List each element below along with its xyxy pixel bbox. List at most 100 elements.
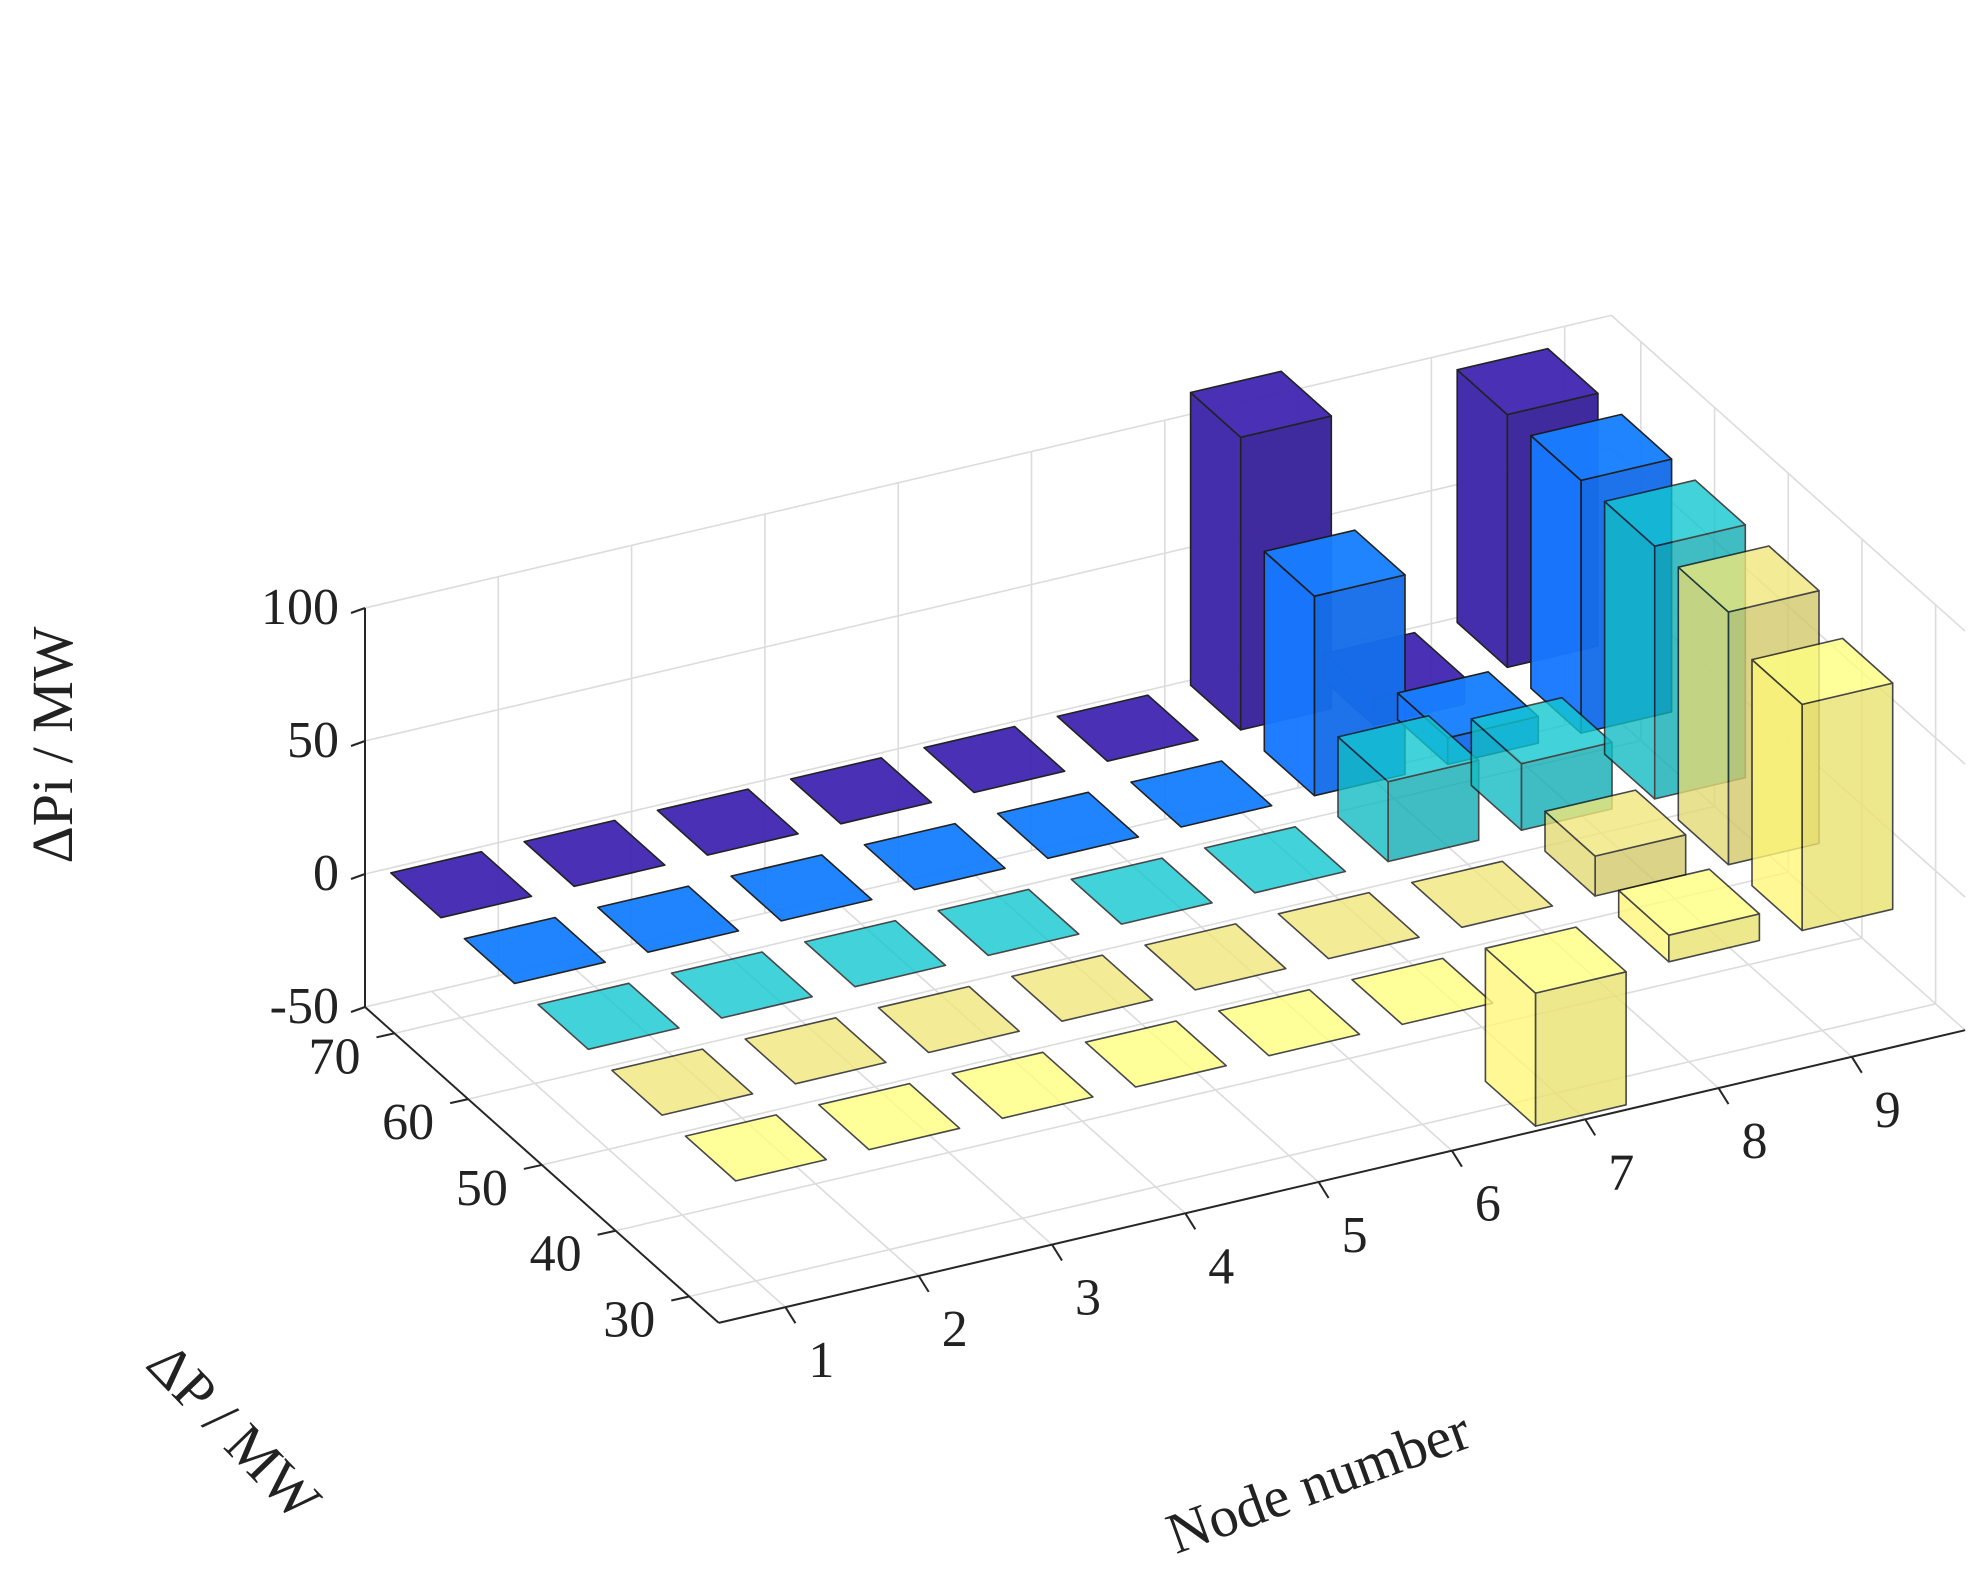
bar-30-node-1	[684, 1114, 828, 1182]
bar-top-face	[937, 888, 1080, 957]
bar-top-face	[1218, 988, 1361, 1057]
bar-60-node-1	[463, 916, 607, 985]
bar-60-node-3	[730, 854, 873, 922]
bar-50-node-5	[1070, 857, 1213, 925]
bar-30-node-8	[1617, 868, 1761, 963]
x-tick-label: 5	[1342, 1207, 1368, 1264]
grid-line	[364, 314, 1612, 609]
y-tick-label: 30	[603, 1292, 655, 1349]
grid-line	[1610, 314, 1966, 632]
bar-50-node-7	[1337, 714, 1480, 863]
bar-50-node-8	[1470, 696, 1613, 832]
bar-top-face	[523, 819, 666, 888]
bar-70-node-5	[923, 725, 1066, 794]
y-tick-label: 60	[382, 1094, 434, 1151]
bar-top-face	[1456, 347, 1599, 416]
z-tick-label: 0	[313, 845, 339, 902]
x-tick-label: 8	[1742, 1113, 1768, 1170]
grid-line	[615, 937, 1863, 1232]
bar-top-face	[1203, 825, 1347, 894]
bar-30-node-4	[1084, 1020, 1227, 1088]
labels-layer: ΔPi / MW ΔP / MW Node number	[20, 626, 1479, 1566]
x-axis-line	[718, 1029, 1966, 1324]
bar-top-face	[1603, 479, 1747, 548]
y-axis-line	[364, 1006, 720, 1324]
z-tick-label: -50	[270, 978, 339, 1035]
bar-top-face	[1263, 529, 1406, 598]
bar-top-face	[877, 985, 1021, 1054]
bar-40-node-2	[744, 1016, 887, 1085]
bar-top-face	[684, 1114, 828, 1182]
bars-layer	[389, 347, 1894, 1182]
bar-top-face	[1277, 891, 1420, 960]
bar-70-node-2	[523, 819, 666, 888]
bar-front-face	[1801, 682, 1894, 932]
bar-40-node-7	[1410, 860, 1554, 929]
bar-top-face	[537, 982, 680, 1051]
bar-top-face	[863, 822, 1006, 891]
bar-50-node-1	[537, 982, 680, 1051]
x-tick	[1717, 1087, 1730, 1105]
bar-30-node-5	[1218, 988, 1361, 1057]
bar-40-node-4	[1010, 954, 1154, 1023]
x-tick	[1317, 1181, 1330, 1199]
z-tick	[350, 1006, 366, 1013]
grid-line	[689, 1003, 1936, 1298]
bar-30-node-3	[951, 1051, 1094, 1120]
bar-top-face	[1351, 957, 1494, 1026]
x-tick-label: 9	[1875, 1082, 1901, 1139]
grid-line	[364, 447, 1612, 742]
bar-60-node-4	[863, 822, 1006, 891]
y-tick	[671, 1295, 690, 1302]
bar-top-face	[1410, 860, 1554, 929]
bar-top-face	[596, 885, 740, 954]
x-tick	[1584, 1118, 1597, 1136]
bar-top-face	[1530, 413, 1673, 482]
x-tick	[1051, 1244, 1063, 1262]
bar-30-node-7	[1484, 926, 1627, 1127]
bar-side-face	[1603, 500, 1656, 800]
y-tick	[597, 1229, 616, 1236]
bar-top-face	[463, 916, 607, 985]
x-tick	[1451, 1150, 1463, 1168]
bar-50-node-6	[1203, 825, 1347, 894]
x-tick-label: 1	[808, 1332, 834, 1389]
z-tick-label: 100	[261, 579, 339, 636]
grid-line	[541, 871, 1789, 1166]
bar-side-face	[1751, 658, 1803, 932]
bar-top-face	[744, 1016, 887, 1085]
bar-40-node-3	[877, 985, 1021, 1054]
y-tick-label: 50	[456, 1160, 508, 1217]
bar-top-face	[670, 951, 814, 1019]
y-tick	[449, 1098, 469, 1105]
bar-top-face	[803, 919, 947, 988]
x-axis-label: Node number	[1158, 1397, 1478, 1567]
z-axis-label: ΔPi / MW	[20, 626, 85, 863]
bar-top-face	[389, 850, 533, 919]
grid-line	[467, 805, 1715, 1100]
bar-top-face	[951, 1051, 1094, 1120]
bar-70-node-3	[656, 788, 799, 856]
bar-side-face	[1530, 434, 1582, 734]
bar-70-node-1	[389, 850, 533, 919]
x-tick	[1184, 1212, 1197, 1230]
bar-40-node-8	[1544, 789, 1687, 897]
x-tick-label: 7	[1608, 1144, 1634, 1201]
bar-30-node-6	[1351, 957, 1494, 1026]
bar-top-face	[1617, 868, 1761, 937]
bar-40-node-6	[1277, 891, 1420, 960]
x-tick-label: 3	[1075, 1270, 1101, 1327]
x-tick-label: 2	[942, 1301, 968, 1358]
x-tick-label: 4	[1208, 1238, 1234, 1295]
bar-50-node-2	[670, 951, 814, 1019]
bar-front-face	[1534, 970, 1627, 1127]
bar-40-node-5	[1144, 923, 1287, 991]
z-tick	[350, 873, 366, 880]
x-tick	[917, 1275, 930, 1293]
bar-top-face	[1144, 923, 1287, 991]
z-tick	[350, 740, 366, 747]
y-tick	[376, 1032, 395, 1039]
x-tick	[1850, 1056, 1863, 1074]
bar-70-node-6	[1056, 694, 1199, 763]
